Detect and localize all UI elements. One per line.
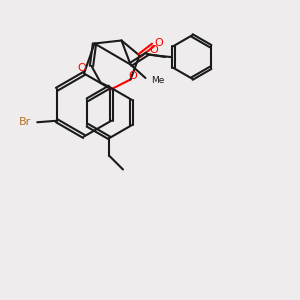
Text: Br: Br — [19, 117, 31, 127]
Text: Me: Me — [151, 76, 164, 85]
Text: O: O — [128, 71, 137, 81]
Text: O: O — [77, 63, 86, 74]
Text: O: O — [154, 38, 163, 48]
Text: O: O — [149, 45, 158, 56]
